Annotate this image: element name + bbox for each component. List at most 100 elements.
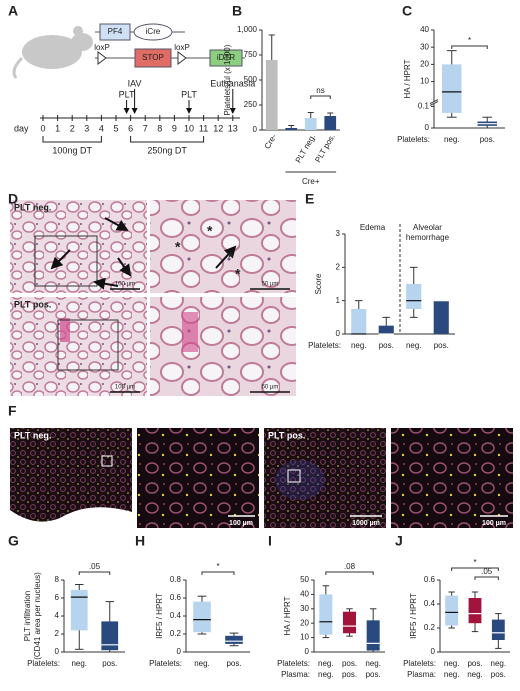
x-tick-label: neg. — [444, 670, 460, 679]
y-tick-label: 0.8 — [170, 575, 182, 584]
panel-letter: C — [402, 3, 412, 19]
image-label: PLT pos. — [268, 430, 305, 440]
box — [70, 589, 88, 631]
asterisk: * — [228, 249, 234, 265]
image-label: PLT neg. — [14, 202, 51, 212]
x-tick-label: neg. — [491, 659, 507, 668]
scale-bar: 50 µm — [262, 385, 279, 391]
x-tick-label: pos. — [379, 341, 394, 350]
x-tick-label: neg. — [467, 670, 483, 679]
box — [441, 64, 462, 113]
y-tick-label: 1,000 — [237, 25, 258, 34]
day: 2 — [70, 123, 75, 133]
box — [225, 635, 243, 644]
hemorrhage — [60, 318, 70, 342]
construct-label: loxP — [94, 43, 110, 52]
y-tick-label: 0.4 — [424, 599, 436, 608]
image-label: PLT neg. — [14, 430, 51, 440]
box — [342, 611, 357, 634]
constructs — [95, 23, 245, 68]
x-tick-label: Cre- — [263, 132, 279, 150]
day: 6 — [128, 123, 133, 133]
y-tick-label: 30 — [300, 604, 309, 613]
box — [101, 621, 119, 651]
x-tick-label: pos. — [467, 659, 482, 668]
fluorescence-image — [10, 428, 132, 522]
x-tick-label: pos. — [434, 341, 449, 350]
day: 1 — [55, 123, 60, 133]
fluorescence-image — [391, 428, 513, 528]
arrows — [50, 217, 237, 290]
scale-bar-lines — [110, 288, 290, 393]
box — [193, 601, 211, 633]
row-label: Platelets: — [277, 659, 310, 668]
significance-bracket — [474, 576, 499, 580]
y-tick-label: 750 — [244, 50, 258, 59]
histology-image — [150, 297, 296, 396]
box — [378, 325, 394, 334]
axis-break — [429, 99, 439, 105]
significance-label: * — [216, 562, 219, 571]
inset-box — [287, 469, 301, 483]
x-tick-label: neg. — [365, 659, 381, 668]
x-tick-label: neg. — [318, 670, 334, 679]
y-axis-label: IRF5 / HPRT — [155, 593, 164, 639]
y-tick-label: 6 — [55, 593, 60, 602]
scale-bar: 100 µm — [115, 282, 135, 288]
y-tick-label: 0 — [177, 647, 182, 656]
fluorescence-image — [264, 428, 386, 528]
day: 10 — [184, 123, 194, 133]
day: 4 — [99, 123, 104, 133]
bar — [285, 128, 298, 130]
box — [406, 284, 422, 309]
y-axis-label: HA / HPRT — [403, 59, 412, 98]
y-tick-label: 10 — [300, 633, 309, 642]
significance-bracket — [451, 45, 488, 49]
panel-letter: H — [135, 533, 145, 549]
day-label: day — [14, 123, 29, 133]
y-tick-label: 0.6 — [170, 593, 182, 602]
bar — [324, 116, 337, 130]
day: 11 — [199, 123, 208, 133]
x-tick-label: neg. — [71, 659, 87, 668]
significance-label: * — [468, 36, 471, 45]
construct-label: loxP — [174, 43, 190, 52]
significance-label: .05 — [481, 567, 493, 576]
y-tick-label: 0.1 — [418, 102, 430, 111]
scale-bar: 50 µm — [262, 282, 279, 288]
y-tick-label: 0.2 — [424, 623, 436, 632]
histology-image — [10, 200, 147, 293]
panel-letter: E — [305, 191, 314, 207]
row-label: Plasma: — [407, 670, 436, 679]
y-axis-label: HA / HPRT — [283, 596, 292, 635]
significance-bracket — [78, 571, 111, 575]
inset-box — [57, 319, 119, 371]
y-axis-label: IRF5 / HPRT — [409, 593, 418, 639]
inset-box — [34, 235, 98, 287]
y-tick-label: 250 — [244, 100, 258, 109]
day: 8 — [157, 123, 162, 133]
panel-letter: B — [232, 3, 242, 19]
row-label: Platelets: — [403, 659, 436, 668]
y-tick-label: 50 — [300, 575, 309, 584]
x-tick-label: neg. — [318, 659, 334, 668]
x-tick-label: pos. — [102, 659, 117, 668]
asterisk: * — [175, 239, 181, 255]
construct-label: iCre — [146, 27, 161, 36]
y-tick-label: 2 — [55, 629, 60, 638]
day: 9 — [172, 123, 177, 133]
day: 0 — [40, 123, 45, 133]
construct-label: iDTR — [217, 53, 235, 62]
panel-letter: A — [8, 3, 18, 19]
day: 7 — [143, 123, 148, 133]
dose-label: 250ng DT — [147, 145, 187, 155]
fluorescence-image — [137, 428, 259, 528]
dose-label: 100ng DT — [52, 145, 92, 155]
event-label: Euthanasia — [210, 78, 255, 88]
y-tick-label: 0.2 — [170, 629, 182, 638]
y-tick-label: 10 — [420, 77, 429, 86]
box — [351, 309, 367, 334]
day: 3 — [84, 123, 89, 133]
y-tick-label: 3 — [336, 229, 341, 238]
x-tick-label: neg. — [351, 341, 367, 350]
